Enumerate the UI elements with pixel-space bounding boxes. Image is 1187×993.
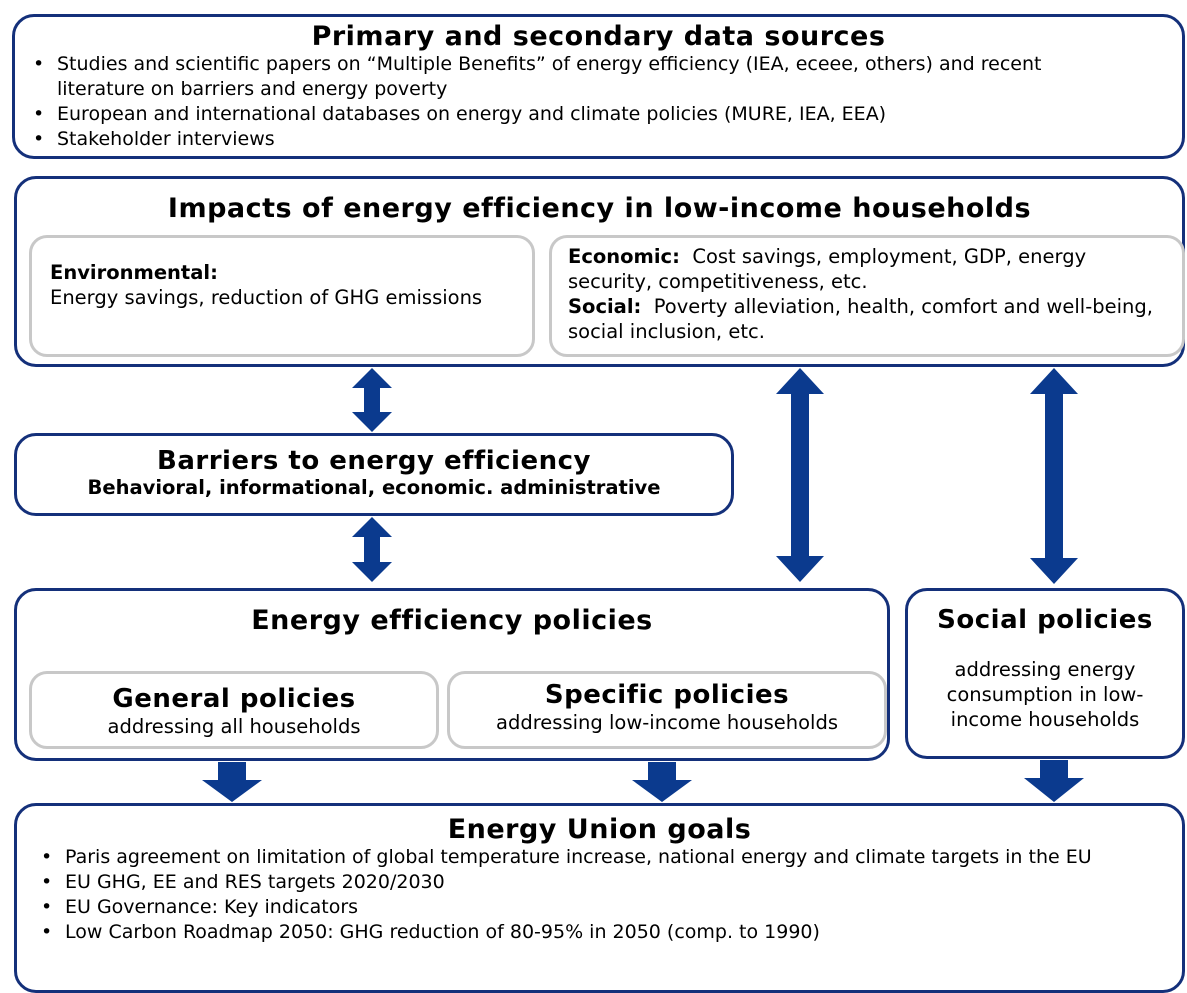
text: Poverty alleviation, health, comfort and… xyxy=(568,295,1153,343)
label: Economic: xyxy=(568,245,680,268)
label: Social: xyxy=(568,295,642,318)
bullet: Studies and scientific papers on “Multip… xyxy=(33,52,1122,102)
barriers-subtitle: Behavioral, informational, economic. adm… xyxy=(87,476,661,499)
ee-policies-box: Energy efficiency policies General polic… xyxy=(14,588,890,761)
ee-policies-title: Energy efficiency policies xyxy=(251,605,653,636)
sources-list: Studies and scientific papers on “Multip… xyxy=(15,52,1182,152)
goals-list: Paris agreement on limitation of global … xyxy=(17,845,1182,945)
text: Energy savings, reduction of GHG emissio… xyxy=(50,286,483,309)
barriers-title: Barriers to energy efficiency xyxy=(157,446,591,476)
general-text: addressing all households xyxy=(107,715,361,738)
social-policies-box: Social policies addressing energy consum… xyxy=(905,588,1185,759)
double-arrow xyxy=(1030,368,1078,584)
social-policies-text: addressing energy consumption in low-inc… xyxy=(946,658,1144,731)
specific-title: Specific policies xyxy=(544,680,790,710)
sources-title: Primary and secondary data sources xyxy=(311,21,886,52)
bullet: EU GHG, EE and RES targets 2020/2030 xyxy=(41,870,1162,895)
impacts-title: Impacts of energy efficiency in low-inco… xyxy=(167,193,1032,224)
down-arrow xyxy=(1024,760,1084,802)
specific-box: Specific policies addressing low-income … xyxy=(447,671,887,749)
environmental-box: Environmental: Energy savings, reduction … xyxy=(29,235,535,357)
goals-title: Energy Union goals xyxy=(447,814,752,845)
impacts-box: Impacts of energy efficiency in low-inco… xyxy=(14,176,1185,367)
bullet: Low Carbon Roadmap 2050: GHG reduction o… xyxy=(41,920,1162,945)
specific-text: addressing low-income households xyxy=(496,711,838,734)
bullet: Stakeholder interviews xyxy=(33,127,1122,152)
text: Cost savings, employment, GDP, energy se… xyxy=(568,245,1087,293)
double-arrow xyxy=(352,368,392,432)
down-arrow xyxy=(202,762,262,802)
double-arrow xyxy=(776,368,824,582)
bullet: Paris agreement on limitation of global … xyxy=(41,845,1162,870)
bullet: EU Governance: Key indicators xyxy=(41,895,1162,920)
double-arrow xyxy=(352,517,392,582)
barriers-box: Barriers to energy efficiency Behavioral… xyxy=(14,433,734,516)
general-title: General policies xyxy=(112,684,356,714)
general-box: General policies addressing all househol… xyxy=(29,671,439,749)
label: Environmental: xyxy=(50,261,218,284)
down-arrow xyxy=(632,762,692,802)
economic-social-box: Economic: Cost savings, employment, GDP,… xyxy=(549,235,1185,357)
sources-box: Primary and secondary data sources Studi… xyxy=(12,14,1185,159)
social-policies-title: Social policies xyxy=(937,605,1153,635)
bullet: European and international databases on … xyxy=(33,102,1122,127)
